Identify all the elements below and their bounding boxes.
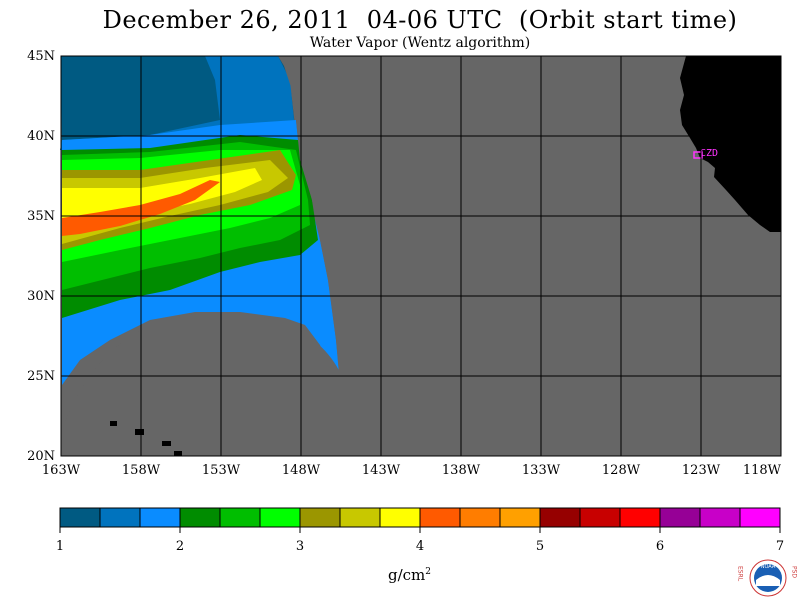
- colorbar-tick-label: 4: [416, 539, 424, 554]
- island-hawaii: [174, 451, 182, 456]
- lat-label: 20N: [27, 449, 55, 464]
- colorbar-tick-label: 2: [176, 539, 184, 554]
- lat-label: 40N: [27, 129, 55, 144]
- island-kauai: [110, 421, 117, 426]
- colorbar-tick-label: 1: [56, 539, 64, 554]
- colorbar-tick-label: 7: [776, 539, 784, 554]
- station-label: CZD: [700, 148, 718, 159]
- page-subtitle: Water Vapor (Wentz algorithm): [309, 35, 531, 51]
- lon-label: 143W: [362, 463, 401, 478]
- lon-label: 118W: [743, 463, 782, 478]
- lon-label: 123W: [682, 463, 721, 478]
- island-oahu: [135, 429, 144, 435]
- colorbar-tick-label: 6: [656, 539, 664, 554]
- unit-exponent: 2: [425, 567, 432, 577]
- lat-lon-grid: [61, 56, 781, 456]
- lat-axis-labels: 45N 40N 35N 30N 25N 20N: [27, 49, 55, 464]
- colorbar-swatch: [580, 508, 621, 527]
- island-maui: [162, 441, 171, 446]
- lat-label: 25N: [27, 369, 55, 384]
- logo-right: PSD: [791, 566, 798, 578]
- colorbar-swatch: [260, 508, 301, 527]
- lat-label: 45N: [27, 49, 55, 64]
- lon-label: 158W: [122, 463, 161, 478]
- no-data-swath-gap: [62, 312, 345, 456]
- lon-label: 128W: [602, 463, 641, 478]
- hawaii-islands: [110, 421, 182, 456]
- colorbar-swatch: [700, 508, 741, 527]
- lon-label: 133W: [522, 463, 561, 478]
- lon-label: 138W: [442, 463, 481, 478]
- colorbar-swatch: [100, 508, 141, 527]
- lon-axis-labels: 163W 158W 153W 148W 143W 138W 133W 128W 123W 118W: [42, 463, 782, 478]
- colorbar-swatch: [620, 508, 661, 527]
- colorbar-swatch: [180, 508, 221, 527]
- logo-center: NOAA: [761, 564, 776, 570]
- colorbar: [59, 507, 781, 528]
- colorbar-ticks: 1 2 3 4 5 6 7: [56, 527, 784, 554]
- station-marker-czd[interactable]: CZD: [693, 148, 718, 159]
- station-outline: [693, 151, 703, 159]
- colorbar-swatch: [300, 508, 341, 527]
- lon-label: 148W: [282, 463, 321, 478]
- map-frame: [60, 55, 782, 457]
- colorbar-swatch: [140, 508, 181, 527]
- no-data-east: [278, 56, 781, 456]
- colorbar-swatch: [60, 508, 101, 527]
- colorbar-swatch: [420, 508, 461, 527]
- lon-label: 163W: [42, 463, 81, 478]
- colorbar-swatch: [380, 508, 421, 527]
- lon-label: 153W: [202, 463, 241, 478]
- colorbar-swatch: [340, 508, 381, 527]
- colorbar-swatch: [740, 508, 781, 527]
- colorbar-swatch: [540, 508, 581, 527]
- lat-label: 30N: [27, 289, 55, 304]
- page-title: December 26, 2011 04-06 UTC (Orbit start…: [102, 6, 738, 34]
- noaa-esrl-psd-logo: NOAA ESRL PSD: [737, 559, 798, 597]
- colorbar-swatch: [460, 508, 501, 527]
- colorbar-tick-label: 5: [536, 539, 544, 554]
- colorbar-unit: g/cm2: [388, 566, 431, 584]
- colorbar-swatch: [660, 508, 701, 527]
- colorbar-swatch: [500, 508, 541, 527]
- water-vapor-field: [60, 56, 340, 385]
- colorbar-tick-label: 3: [296, 539, 304, 554]
- logo-left: ESRL: [737, 566, 744, 582]
- colorbar-swatch: [220, 508, 261, 527]
- lat-label: 35N: [27, 209, 55, 224]
- california-land: [680, 56, 781, 232]
- unit-base: g/cm: [388, 566, 426, 584]
